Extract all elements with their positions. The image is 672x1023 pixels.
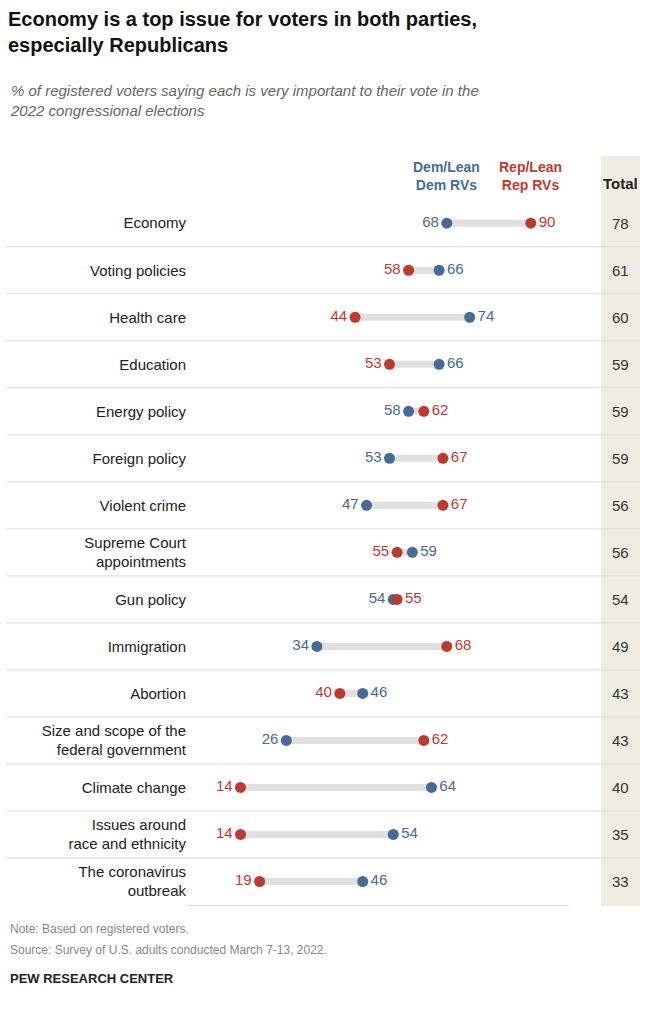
svg-text:Energy policy: Energy policy: [96, 403, 187, 420]
svg-text:44: 44: [331, 307, 348, 324]
svg-text:14: 14: [216, 777, 233, 794]
svg-text:49: 49: [612, 638, 629, 655]
svg-text:Economy: Economy: [123, 214, 186, 231]
svg-text:Rep/LeanRep RVs: Rep/LeanRep RVs: [499, 159, 562, 193]
svg-text:Source: Survey of U.S. adults: Source: Survey of U.S. adults conducted …: [10, 943, 327, 957]
svg-text:33: 33: [612, 873, 629, 890]
svg-text:55: 55: [373, 542, 390, 559]
svg-text:PEW RESEARCH CENTER: PEW RESEARCH CENTER: [10, 971, 174, 986]
svg-text:66: 66: [447, 354, 464, 371]
svg-text:Climate change: Climate change: [82, 779, 186, 796]
svg-text:Abortion: Abortion: [130, 685, 186, 702]
svg-text:59: 59: [612, 356, 629, 373]
svg-text:62: 62: [432, 401, 449, 418]
svg-text:68: 68: [455, 636, 472, 653]
svg-text:60: 60: [612, 309, 629, 326]
svg-text:40: 40: [315, 683, 332, 700]
svg-text:46: 46: [371, 683, 388, 700]
svg-text:43: 43: [612, 732, 629, 749]
svg-text:Foreign policy: Foreign policy: [93, 450, 187, 467]
svg-text:Issues aroundrace and ethnicit: Issues aroundrace and ethnicity: [68, 816, 186, 853]
svg-text:Size and scope of thefederal g: Size and scope of thefederal government: [42, 722, 187, 759]
svg-text:61: 61: [612, 262, 629, 279]
svg-text:67: 67: [451, 495, 468, 512]
svg-text:Supreme Courtappointments: Supreme Courtappointments: [84, 534, 187, 571]
svg-text:59: 59: [612, 403, 629, 420]
svg-text:47: 47: [342, 495, 359, 512]
svg-text:56: 56: [612, 497, 629, 514]
svg-text:46: 46: [371, 871, 388, 888]
svg-text:Total: Total: [603, 175, 638, 192]
svg-text:% of registered voters saying: % of registered voters saying each is ve…: [10, 82, 479, 119]
svg-text:64: 64: [439, 777, 456, 794]
svg-text:Voting policies: Voting policies: [90, 262, 186, 279]
svg-text:40: 40: [612, 779, 629, 796]
svg-text:74: 74: [478, 307, 495, 324]
svg-text:56: 56: [612, 544, 629, 561]
svg-text:78: 78: [612, 215, 629, 232]
svg-text:55: 55: [405, 589, 422, 606]
svg-text:14: 14: [216, 824, 233, 841]
svg-text:59: 59: [420, 542, 437, 559]
svg-text:The coronavirusoutbreak: The coronavirusoutbreak: [78, 863, 186, 900]
svg-text:19: 19: [235, 871, 252, 888]
svg-text:Immigration: Immigration: [108, 638, 186, 655]
svg-text:58: 58: [384, 260, 401, 277]
svg-text:53: 53: [365, 354, 382, 371]
svg-text:62: 62: [432, 730, 449, 747]
svg-text:26: 26: [262, 730, 279, 747]
svg-text:35: 35: [612, 826, 629, 843]
svg-text:34: 34: [292, 636, 309, 653]
svg-text:54: 54: [612, 591, 629, 608]
svg-text:59: 59: [612, 450, 629, 467]
svg-text:66: 66: [447, 260, 464, 277]
svg-text:67: 67: [451, 448, 468, 465]
svg-text:68: 68: [422, 213, 439, 230]
svg-text:43: 43: [612, 685, 629, 702]
svg-text:53: 53: [365, 448, 382, 465]
svg-text:Note: Based on registered vote: Note: Based on registered voters.: [10, 922, 189, 936]
svg-text:Health care: Health care: [109, 309, 186, 326]
svg-text:Education: Education: [119, 356, 186, 373]
svg-text:Violent crime: Violent crime: [100, 497, 186, 514]
svg-text:Gun policy: Gun policy: [115, 591, 186, 608]
svg-text:54: 54: [401, 824, 418, 841]
svg-text:90: 90: [539, 213, 556, 230]
svg-text:Dem/LeanDem RVs: Dem/LeanDem RVs: [413, 159, 480, 193]
svg-text:54: 54: [369, 589, 386, 606]
svg-text:Economy is a top issue for vot: Economy is a top issue for voters in bot…: [8, 8, 477, 56]
svg-text:58: 58: [384, 401, 401, 418]
